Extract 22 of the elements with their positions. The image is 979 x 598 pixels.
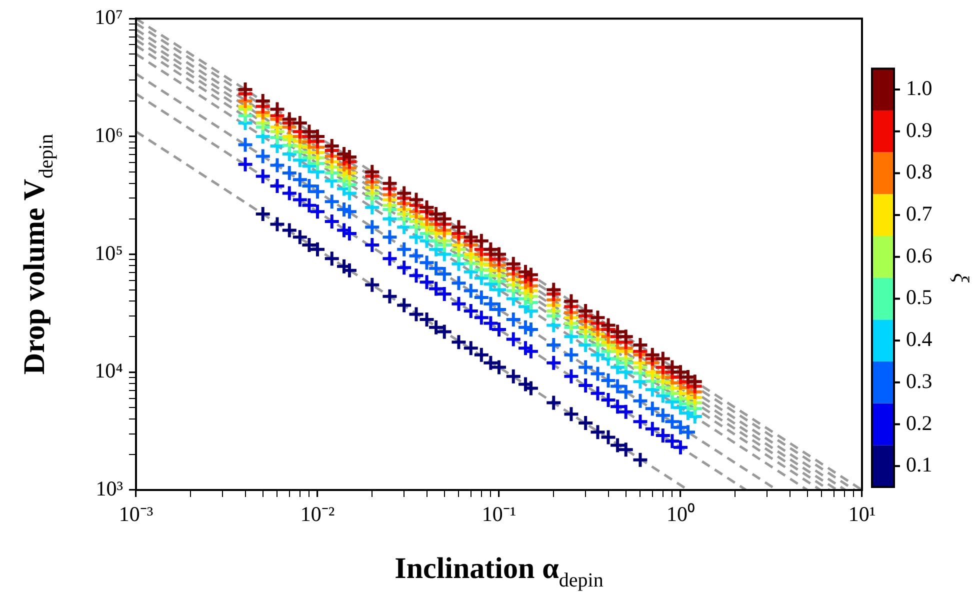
y-tick-label: 10⁴ — [94, 358, 123, 383]
color-bar-label: 0.3 — [906, 368, 932, 393]
color-bar-title: ξ — [949, 273, 974, 284]
color-bar-label: 1.0 — [906, 76, 932, 100]
color-bar-label: 0.1 — [906, 452, 932, 477]
y-tick-label: 10⁵ — [94, 240, 123, 265]
y-tick-label: 10³ — [96, 476, 123, 501]
color-bar-label: 0.6 — [906, 243, 932, 268]
x-tick-label: 10⁻¹ — [482, 502, 516, 526]
x-tick-label: 10⁰ — [666, 502, 694, 526]
y-tick-label: 10⁷ — [94, 5, 123, 30]
x-tick-label: 10⁻² — [300, 502, 335, 526]
color-bar-label: 0.5 — [906, 285, 932, 310]
y-tick-label: 10⁶ — [94, 122, 123, 147]
x-tick-label: 10¹ — [848, 502, 876, 526]
color-bar-label: 0.4 — [906, 327, 933, 352]
color-bar-label: 0.8 — [906, 160, 932, 184]
color-bar-label: 0.2 — [906, 410, 932, 435]
color-bar-label: 0.9 — [906, 118, 932, 142]
color-bar-label: 0.7 — [906, 202, 932, 226]
x-tick-label: 10⁻³ — [118, 502, 154, 526]
y-axis-title: Drop volume Vdepin — [18, 134, 58, 375]
